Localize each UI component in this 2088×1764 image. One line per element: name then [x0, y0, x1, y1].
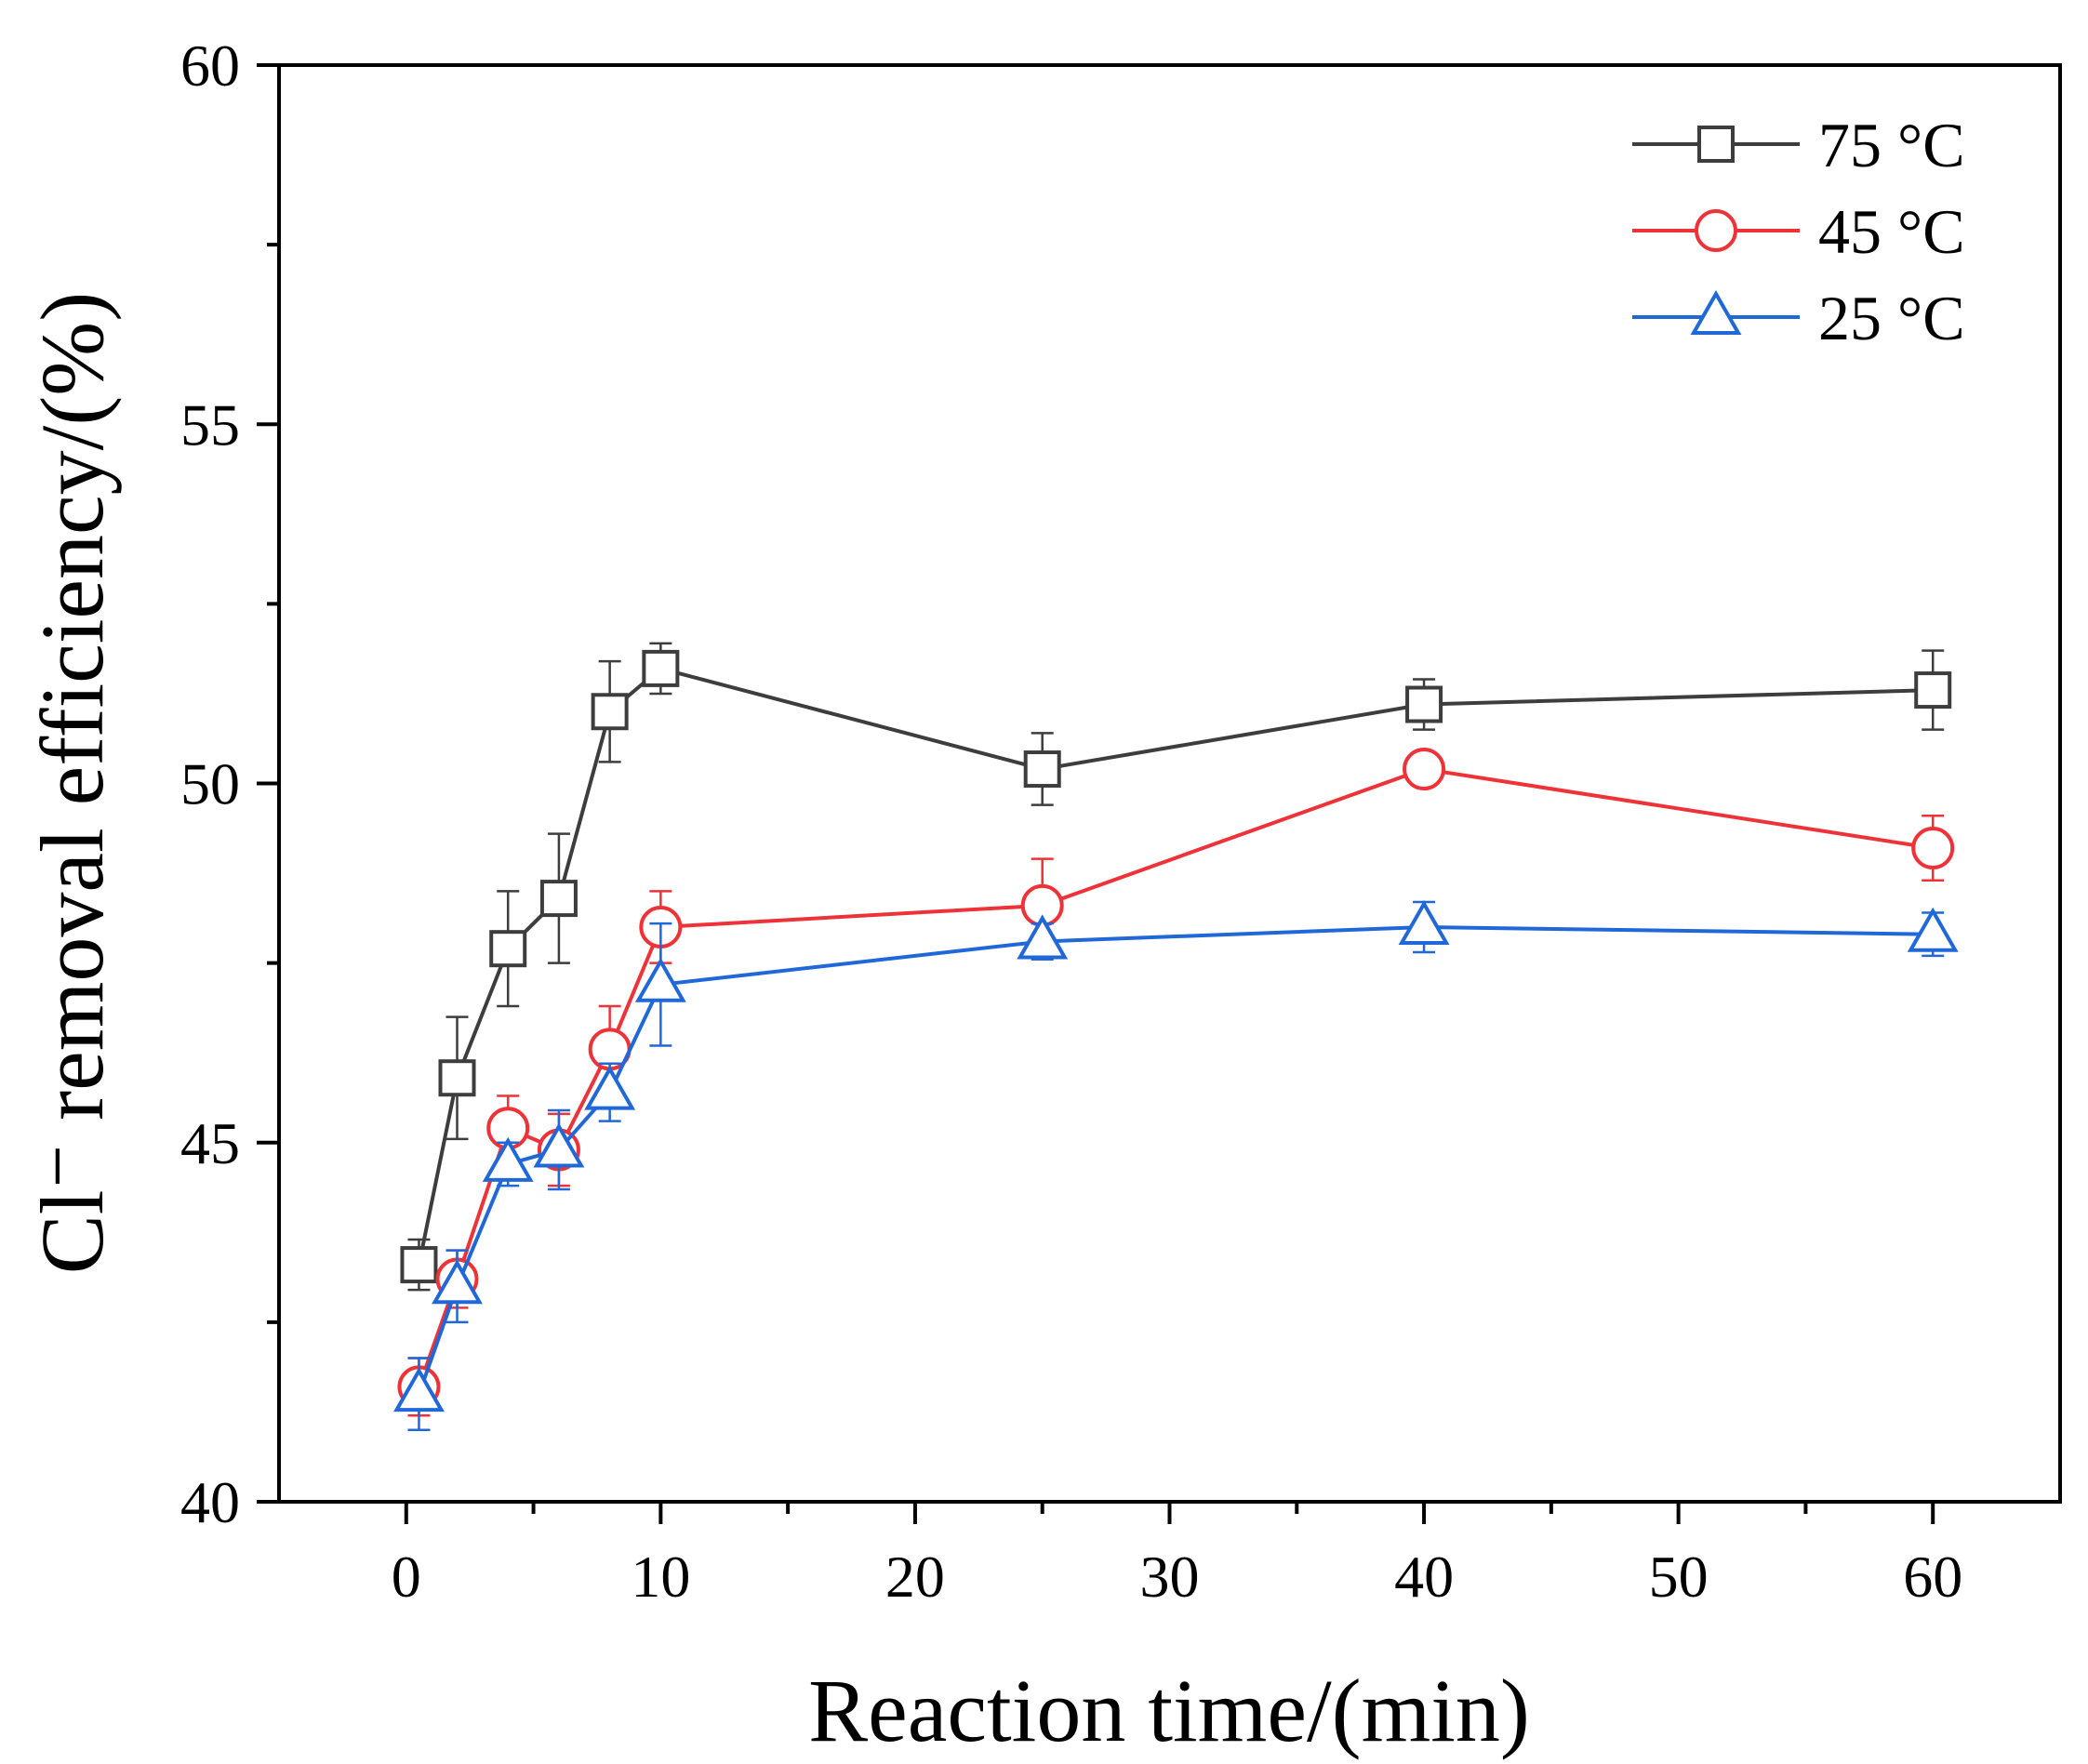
data-point-marker [1398, 899, 1450, 945]
x-tick-label: 10 [631, 1544, 690, 1610]
data-point-marker [642, 649, 680, 687]
data-point-marker [533, 1122, 585, 1168]
data-point-marker [400, 1246, 438, 1284]
legend-label: 75 °C [1818, 110, 1965, 180]
x-tick-label: 20 [885, 1544, 945, 1610]
data-point-marker [1907, 907, 1959, 952]
data-point-marker [482, 1136, 534, 1182]
x-axis-title: Reaction time/(min) [808, 1661, 1530, 1760]
data-point-marker [1911, 827, 1955, 870]
x-tick-label: 0 [392, 1544, 421, 1610]
y-axis-ticks: 40 45 50 55 60 [180, 33, 279, 1535]
data-point-marker [393, 1367, 445, 1413]
data-point-marker [539, 880, 578, 918]
data-point-marker [489, 930, 527, 968]
x-tick-label: 30 [1140, 1544, 1200, 1610]
legend-item: 45 °C [1632, 196, 1965, 267]
series-1 [397, 748, 1955, 1417]
x-tick-label: 60 [1903, 1544, 1962, 1610]
data-point-marker [584, 1065, 636, 1110]
data-point-marker [1403, 748, 1446, 791]
series-layer [393, 642, 1959, 1431]
data-point-marker [1914, 671, 1952, 710]
legend-marker [1697, 126, 1735, 163]
data-point-marker [634, 957, 686, 1002]
series-2 [393, 899, 1959, 1431]
x-tick-label: 40 [1394, 1544, 1454, 1610]
y-tick-label: 55 [180, 391, 240, 458]
legend-label: 25 °C [1818, 283, 1965, 353]
legend-marker [1690, 289, 1742, 335]
y-tick-label: 40 [180, 1469, 240, 1535]
data-point-marker [1023, 750, 1061, 789]
data-point-marker [1405, 685, 1443, 723]
legend-item: 25 °C [1632, 283, 1965, 353]
x-axis-ticks: 0 10 20 30 40 50 60 [392, 1502, 1962, 1610]
series-line [417, 767, 1934, 1388]
series-0 [400, 642, 1952, 1292]
legend: 75 °C 45 °C 25 °C [1632, 110, 1965, 353]
y-tick-label: 45 [180, 1110, 240, 1176]
data-point-marker [1017, 914, 1069, 960]
plot-frame [277, 63, 2062, 1504]
data-point-marker [432, 1259, 483, 1305]
y-tick-label: 50 [180, 751, 240, 817]
legend-marker [1695, 209, 1737, 252]
y-tick-label: 60 [180, 33, 240, 99]
legend-label: 45 °C [1818, 196, 1965, 267]
data-point-marker [591, 693, 629, 731]
x-tick-label: 50 [1649, 1544, 1709, 1610]
data-point-marker [438, 1059, 476, 1097]
y-axis-title: Cl⁻ removal efficiency/(%) [22, 292, 122, 1274]
legend-item: 75 °C [1632, 110, 1965, 180]
